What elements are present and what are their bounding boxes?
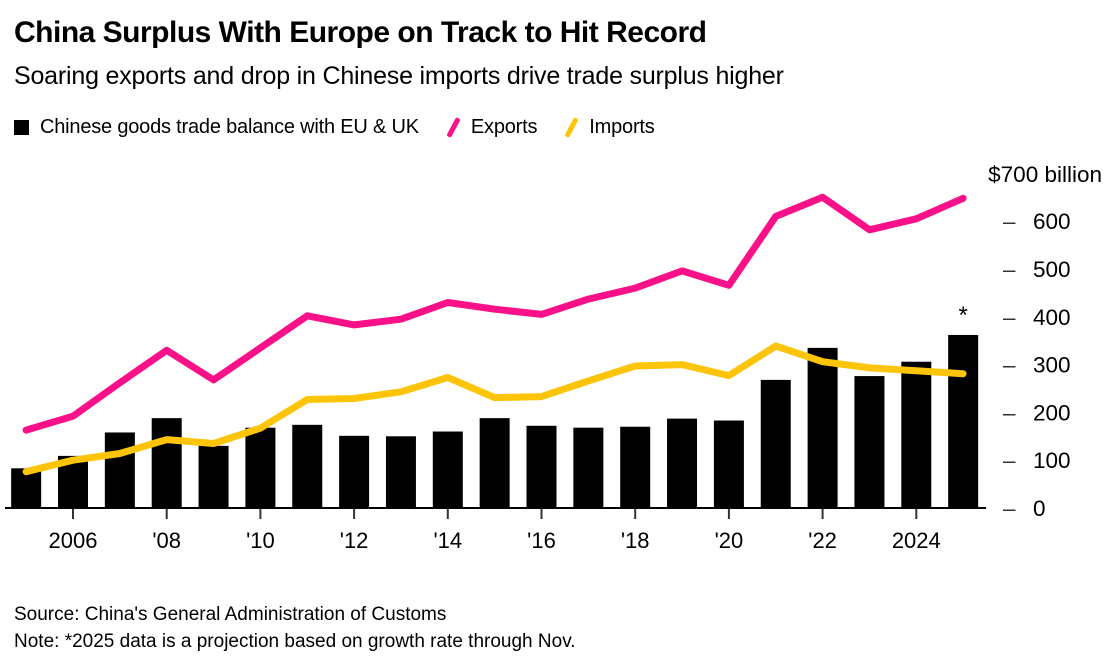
bar-2017	[573, 427, 604, 508]
projection-note: Note: *2025 data is a projection based o…	[14, 631, 576, 652]
x-tick-label-2014: '14	[433, 528, 462, 553]
bar-2020	[713, 420, 744, 508]
legend-item-2: Imports	[564, 116, 655, 139]
bar-2014	[432, 431, 463, 508]
legend-item-0: Chinese goods trade balance with EU & UK	[14, 116, 419, 139]
chart-footer: Source: China's General Administration o…	[14, 601, 576, 655]
bar-2016	[526, 425, 557, 508]
bar-2009	[198, 445, 229, 508]
y-tick-label-200: 200	[1033, 400, 1071, 425]
bar-2010	[245, 427, 276, 508]
y-tick-dash: –	[1003, 353, 1016, 378]
y-tick-dash: –	[1003, 257, 1016, 282]
bar-2011	[292, 424, 323, 508]
legend-slash-swatch	[564, 117, 579, 138]
chart-title: China Surplus With Europe on Track to Hi…	[14, 16, 707, 49]
bar-2022	[807, 347, 838, 508]
bar-2012	[339, 435, 370, 508]
x-tick-label-2024: 2024	[892, 528, 941, 553]
legend-label: Chinese goods trade balance with EU & UK	[40, 116, 419, 138]
projection-asterisk: *	[958, 302, 967, 329]
y-tick-label-400: 400	[1033, 305, 1071, 330]
y-tick-dash: –	[1003, 305, 1016, 330]
bar-2023	[854, 376, 885, 508]
legend-square-swatch	[14, 120, 29, 135]
bar-2008	[151, 418, 182, 508]
x-tick-label-2006: 2006	[49, 528, 98, 553]
line-series-exports	[22, 193, 967, 434]
bar-2013	[385, 436, 416, 508]
x-tick-label-2020: '20	[715, 528, 744, 553]
y-tick-label-500: 500	[1033, 257, 1071, 282]
y-tick-label-100: 100	[1033, 448, 1071, 473]
bar-2007	[104, 432, 135, 508]
y-tick-label-300: 300	[1033, 353, 1071, 378]
chart-legend: Chinese goods trade balance with EU & UK…	[14, 116, 655, 139]
x-tick-label-2008: '08	[152, 528, 181, 553]
bar-2019	[667, 418, 698, 508]
x-tick-label-2010: '10	[246, 528, 275, 553]
y-tick-dash: –	[1003, 496, 1016, 521]
bar-2025	[948, 334, 979, 508]
y-tick-dash: –	[1003, 400, 1016, 425]
bar-2015	[479, 418, 510, 508]
y-tick-label-600: 600	[1033, 209, 1071, 234]
y-tick-label-0: 0	[1033, 496, 1046, 521]
y-tick-dash: –	[1003, 209, 1016, 234]
bar-2024	[901, 361, 932, 508]
bar-2018	[620, 426, 651, 508]
x-tick-label-2022: '22	[808, 528, 837, 553]
y-tick-dash: –	[1003, 448, 1016, 473]
bar-2021	[760, 379, 791, 508]
legend-item-1: Exports	[446, 116, 538, 139]
source-note: Source: China's General Administration o…	[14, 604, 447, 625]
legend-label: Exports	[470, 116, 538, 138]
x-tick-label-2012: '12	[340, 528, 369, 553]
legend-label: Imports	[589, 116, 655, 138]
x-tick-label-2016: '16	[527, 528, 556, 553]
legend-slash-swatch	[446, 117, 461, 138]
chart-canvas: $700 billion– 0– 100– 200– 300– 400– 500– 60020…	[5, 162, 1102, 553]
x-tick-label-2018: '18	[621, 528, 650, 553]
y-axis-unit-label: $700 billion	[988, 162, 1102, 187]
line-series-imports	[22, 342, 967, 476]
chart-subtitle: Soaring exports and drop in Chinese impo…	[14, 62, 784, 90]
